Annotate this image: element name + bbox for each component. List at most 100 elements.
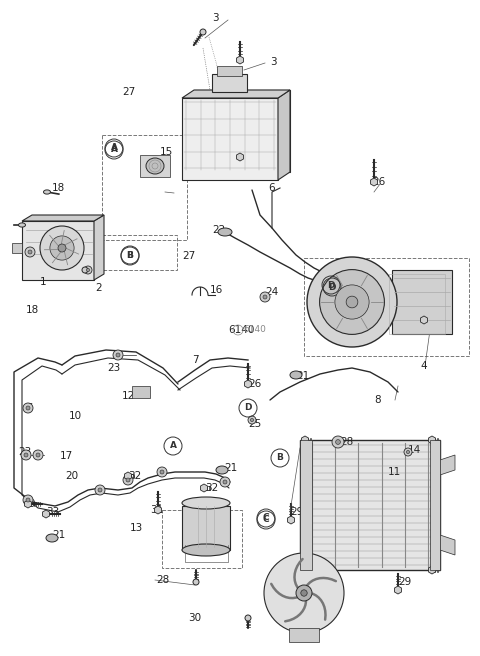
- Text: 6140: 6140: [243, 325, 266, 335]
- Ellipse shape: [182, 497, 230, 509]
- Circle shape: [21, 450, 31, 460]
- Text: 32: 32: [128, 471, 141, 481]
- Text: A: A: [169, 441, 177, 451]
- Circle shape: [220, 477, 230, 487]
- Circle shape: [24, 453, 28, 457]
- Circle shape: [260, 292, 270, 302]
- Circle shape: [245, 615, 251, 621]
- Text: 8: 8: [374, 395, 381, 405]
- Text: 5: 5: [26, 403, 33, 413]
- Text: A: A: [110, 146, 118, 155]
- Bar: [194, 90, 290, 172]
- Bar: [102, 235, 177, 270]
- Circle shape: [84, 266, 92, 274]
- Circle shape: [223, 480, 227, 484]
- Polygon shape: [440, 535, 455, 555]
- Text: 15: 15: [160, 147, 173, 157]
- Circle shape: [264, 553, 344, 633]
- Text: 13: 13: [130, 523, 143, 533]
- Bar: [304, 258, 469, 356]
- Polygon shape: [301, 436, 309, 444]
- Text: 25: 25: [248, 419, 261, 429]
- Text: 26: 26: [248, 379, 261, 389]
- Bar: [392, 270, 452, 334]
- Ellipse shape: [182, 544, 230, 556]
- Text: 21: 21: [52, 530, 65, 540]
- Polygon shape: [201, 484, 207, 492]
- Polygon shape: [278, 90, 290, 180]
- Text: 29: 29: [398, 577, 411, 587]
- Text: 23: 23: [107, 363, 120, 373]
- Text: 4: 4: [420, 361, 427, 371]
- Bar: [132, 386, 150, 398]
- Bar: [430, 440, 440, 570]
- Bar: [289, 628, 319, 642]
- Text: 27: 27: [182, 251, 195, 261]
- Bar: [389, 274, 445, 334]
- Text: 18: 18: [26, 305, 39, 315]
- Circle shape: [336, 440, 340, 444]
- Polygon shape: [237, 56, 243, 64]
- Circle shape: [23, 495, 33, 505]
- Bar: [300, 440, 312, 570]
- Text: 21: 21: [296, 371, 309, 381]
- Text: 28: 28: [340, 437, 353, 447]
- Circle shape: [335, 285, 369, 319]
- Text: B: B: [276, 453, 283, 462]
- Circle shape: [407, 451, 409, 453]
- Bar: [22, 221, 94, 280]
- Bar: [140, 155, 170, 177]
- Polygon shape: [155, 506, 161, 514]
- Text: 32: 32: [205, 483, 218, 493]
- Text: 6: 6: [268, 183, 275, 193]
- Text: 30: 30: [188, 613, 201, 623]
- Text: D: D: [327, 281, 335, 289]
- Ellipse shape: [216, 466, 228, 474]
- Text: C: C: [263, 514, 269, 522]
- Polygon shape: [429, 436, 435, 444]
- Text: 6140: 6140: [228, 325, 254, 335]
- Bar: [182, 506, 230, 550]
- Text: 24: 24: [265, 287, 278, 297]
- Circle shape: [25, 247, 35, 257]
- Circle shape: [307, 257, 397, 347]
- Text: 1: 1: [40, 277, 47, 287]
- Text: 19: 19: [298, 583, 311, 593]
- Circle shape: [98, 488, 102, 492]
- Text: 16: 16: [210, 285, 223, 295]
- Text: 23: 23: [18, 447, 31, 457]
- Text: A: A: [110, 144, 118, 152]
- Text: 3: 3: [270, 57, 276, 67]
- Polygon shape: [182, 90, 290, 98]
- Bar: [182, 98, 278, 180]
- Polygon shape: [244, 380, 252, 388]
- Polygon shape: [22, 215, 104, 221]
- Circle shape: [82, 267, 88, 273]
- Text: 18: 18: [52, 183, 65, 193]
- Ellipse shape: [146, 158, 164, 174]
- Circle shape: [26, 406, 30, 410]
- Text: 7: 7: [192, 355, 199, 365]
- Text: 27: 27: [122, 87, 135, 97]
- Text: 26: 26: [372, 177, 385, 187]
- Circle shape: [126, 478, 130, 482]
- Circle shape: [320, 270, 384, 335]
- Circle shape: [346, 296, 358, 308]
- Ellipse shape: [46, 534, 58, 542]
- Circle shape: [36, 453, 40, 457]
- Polygon shape: [420, 316, 428, 324]
- Polygon shape: [288, 516, 294, 524]
- Circle shape: [193, 579, 199, 585]
- Circle shape: [301, 590, 307, 596]
- Text: 17: 17: [60, 451, 73, 461]
- Bar: [162, 510, 242, 568]
- Polygon shape: [94, 215, 104, 280]
- Text: D: D: [328, 283, 336, 291]
- Bar: [212, 74, 247, 92]
- Circle shape: [28, 250, 32, 254]
- Circle shape: [50, 236, 74, 260]
- Polygon shape: [440, 455, 455, 475]
- Circle shape: [160, 470, 164, 474]
- Ellipse shape: [44, 190, 50, 194]
- Bar: [300, 440, 440, 570]
